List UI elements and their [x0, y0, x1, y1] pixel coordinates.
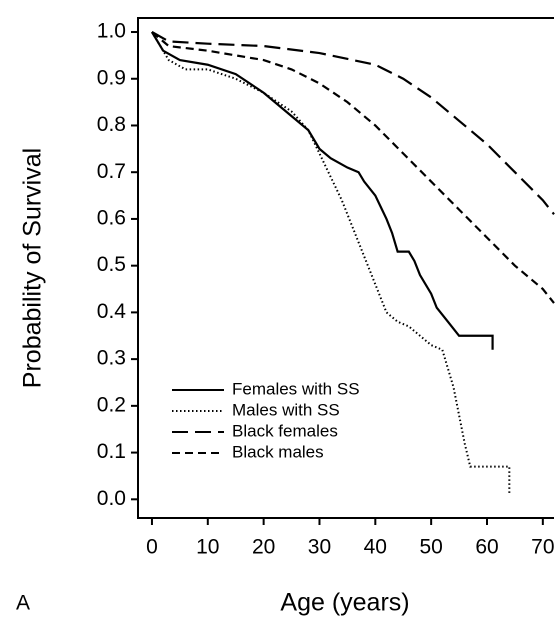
y-tick-label: 0.7	[97, 160, 126, 183]
survival-line	[151, 31, 555, 304]
survival-line	[151, 31, 494, 350]
legend-label: Black males	[232, 442, 324, 461]
y-axis-title: Probability of Survival	[19, 148, 47, 388]
legend-label: Males with SS	[232, 400, 340, 419]
y-tick-label: 0.3	[97, 347, 126, 370]
x-axis-title: Age (years)	[280, 589, 409, 617]
y-tick-label: 0.2	[97, 393, 126, 416]
x-tick-label: 50	[419, 536, 442, 559]
x-tick-label: 60	[475, 536, 498, 559]
x-tick-label: 20	[252, 536, 275, 559]
panel-label: A	[16, 592, 30, 615]
legend-label: Females with SS	[232, 379, 360, 398]
x-tick-label: 0	[146, 536, 158, 559]
x-tick-label: 10	[196, 536, 219, 559]
legend-label: Black females	[232, 421, 338, 440]
x-tick-label: 40	[364, 536, 387, 559]
y-tick-label: 1.0	[97, 20, 126, 43]
y-tick-label: 0.8	[97, 113, 126, 136]
y-tick-label: 0.6	[97, 206, 126, 229]
y-tick-label: 0.9	[97, 66, 126, 89]
survival-line	[151, 31, 511, 495]
y-tick-label: 0.1	[97, 440, 126, 463]
x-tick-label: 70	[531, 536, 554, 559]
x-tick-label: 30	[308, 536, 331, 559]
axis-frame	[137, 17, 554, 519]
y-tick-label: 0.5	[97, 253, 126, 276]
survival-line	[151, 31, 555, 215]
y-tick-label: 0.0	[97, 487, 126, 510]
y-tick-label: 0.4	[97, 300, 127, 323]
